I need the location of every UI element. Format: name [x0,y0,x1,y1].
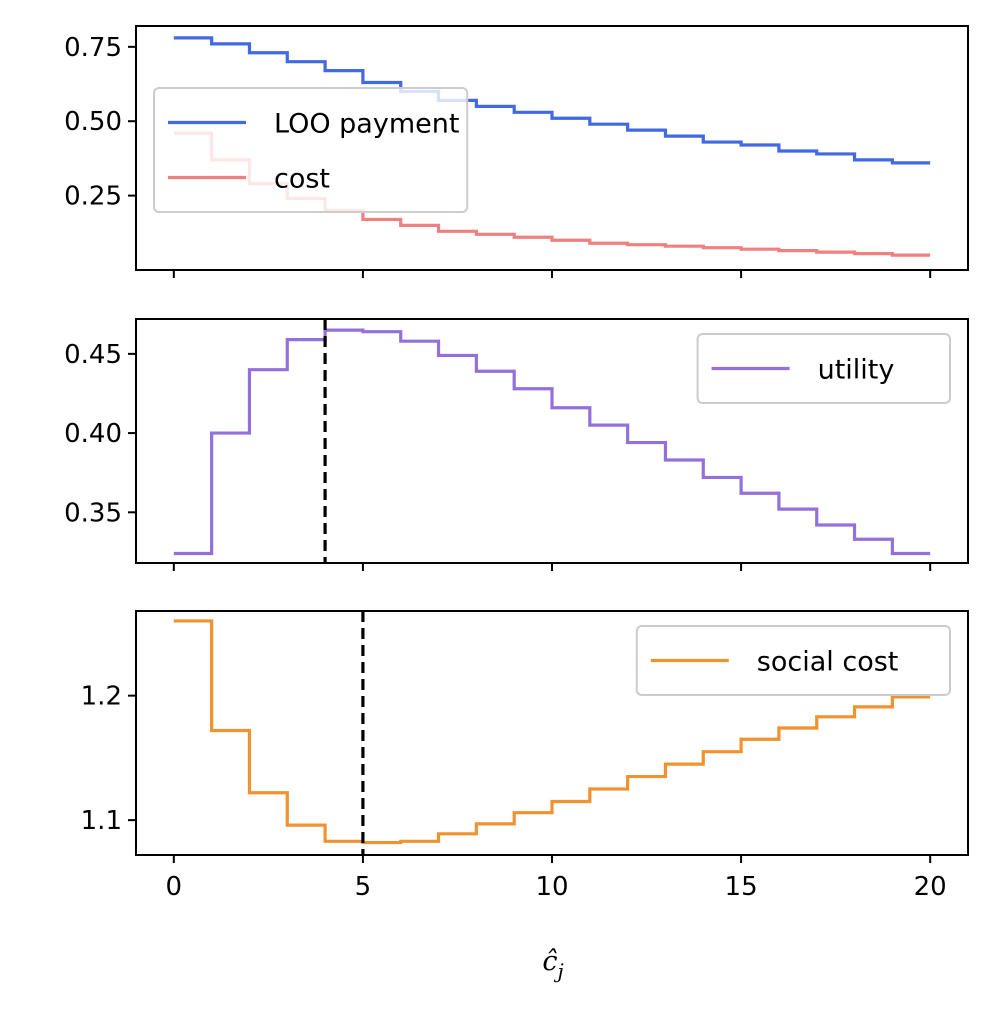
panel-2: 0.35 0.40 0.45 utility [64,318,969,571]
y-tick-label: 0.50 [64,107,122,137]
x-axis-label-base: ĉ [542,946,557,977]
series-line-social-cost [173,619,931,845]
legend-label: LOO payment [274,109,459,140]
x-tick-label: 20 [914,872,947,902]
legend-label: cost [274,164,330,195]
series-line-utility [173,328,931,556]
x-tick-label: 5 [355,872,372,902]
y-tick-label: 0.40 [64,419,122,449]
panel-1: 0.25 0.50 0.75 LOO payment cost [64,25,969,278]
legend-label: social cost [757,647,899,678]
legend: social cost [635,625,951,696]
x-axis-label-subscript: j [553,959,563,983]
x-axis-label: ĉj [542,946,563,983]
y-tick-label: 1.2 [81,682,122,712]
x-tick-label: 0 [166,872,183,902]
y-tick-label: 0.35 [64,498,122,528]
y-tick-label: 0.75 [64,33,122,63]
legend: utility [696,333,951,404]
x-tick-label: 10 [535,872,568,902]
legend-box [153,87,469,213]
x-tick-label: 15 [725,872,758,902]
panel-3: 1.1 1.2 0 5 10 15 20 social cost [81,610,969,902]
legend: LOO payment cost [153,87,469,213]
y-tick-label: 0.25 [64,182,122,212]
y-tick-label: 1.1 [81,806,122,836]
y-tick-label: 0.45 [64,340,122,370]
legend-box [696,333,951,404]
legend-box [635,625,951,696]
legend-label: utility [818,355,895,386]
series-line-loo-payment [173,36,931,165]
